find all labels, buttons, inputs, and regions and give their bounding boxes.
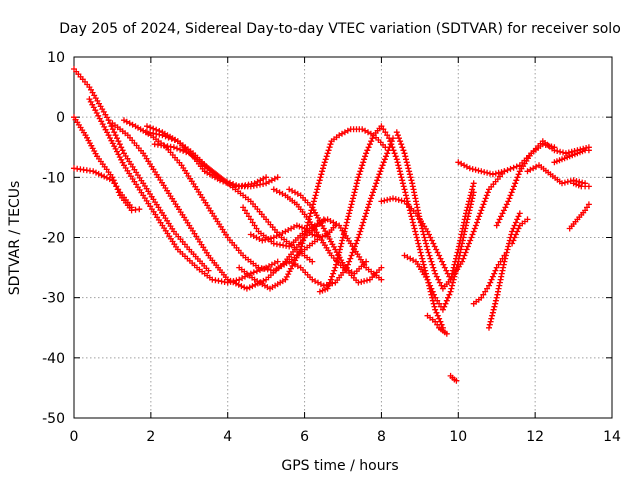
data-marker-track bbox=[393, 129, 477, 292]
y-tick-label: 0 bbox=[56, 110, 65, 126]
y-tick-label: -30 bbox=[42, 291, 65, 307]
series-track-21 bbox=[447, 372, 460, 384]
data-marker-track bbox=[493, 138, 592, 229]
y-axis-ticks: -50 -40 -30 -20 -10 0 10 bbox=[42, 50, 612, 427]
plot-frame bbox=[73, 56, 613, 419]
series-track-2 bbox=[71, 165, 135, 211]
x-axis-ticks: 0 2 4 6 8 10 12 14 bbox=[70, 57, 621, 445]
data-marker-track bbox=[71, 66, 212, 274]
x-tick-label: 10 bbox=[449, 429, 467, 445]
y-tick-label: -20 bbox=[42, 231, 65, 247]
series-track-18 bbox=[393, 129, 477, 292]
data-marker-track bbox=[71, 165, 135, 211]
data-marker-track bbox=[378, 168, 508, 283]
data-marker-track bbox=[570, 180, 592, 190]
series-track-17 bbox=[378, 168, 508, 283]
y-tick-label: 10 bbox=[47, 50, 65, 66]
data-marker-track bbox=[236, 126, 389, 292]
data-marker-track bbox=[424, 312, 450, 337]
series-track-22 bbox=[455, 141, 558, 178]
series-track-20 bbox=[424, 312, 450, 337]
series-track-3 bbox=[71, 66, 212, 274]
y-tick-label: -40 bbox=[42, 351, 65, 367]
series-track-27 bbox=[524, 162, 589, 187]
x-tick-label: 6 bbox=[300, 429, 309, 445]
series-track-14 bbox=[286, 135, 396, 289]
series-track-26 bbox=[509, 216, 531, 247]
x-tick-label: 4 bbox=[223, 429, 232, 445]
series-track-19 bbox=[401, 189, 477, 313]
data-marker-track bbox=[566, 201, 592, 232]
data-marker-track bbox=[524, 162, 589, 187]
x-tick-label: 8 bbox=[377, 429, 386, 445]
data-marker-track bbox=[286, 135, 396, 289]
data-marker-track bbox=[455, 141, 558, 178]
data-marker-track bbox=[509, 216, 531, 247]
series-track-15 bbox=[236, 126, 389, 292]
x-tick-label: 12 bbox=[526, 429, 544, 445]
series-track-30 bbox=[570, 180, 592, 190]
data-marker-track bbox=[486, 210, 523, 331]
x-tick-label: 2 bbox=[146, 429, 155, 445]
x-tick-label: 14 bbox=[603, 429, 621, 445]
series-track-24 bbox=[486, 210, 523, 331]
data-marker-track bbox=[401, 189, 477, 313]
y-tick-label: -50 bbox=[42, 411, 65, 427]
y-axis-title: SDTVAR / TECUs bbox=[7, 181, 23, 296]
data-points bbox=[71, 66, 592, 384]
series-track-25 bbox=[493, 138, 592, 229]
chart-title: Day 205 of 2024, Sidereal Day-to-day VTE… bbox=[59, 21, 621, 37]
x-axis-title: GPS time / hours bbox=[281, 458, 398, 474]
data-marker-track bbox=[447, 372, 460, 384]
series-track-28 bbox=[551, 147, 592, 166]
y-tick-label: -10 bbox=[42, 170, 65, 186]
data-marker-track bbox=[551, 147, 592, 166]
series-track-29 bbox=[566, 201, 592, 232]
x-tick-label: 0 bbox=[70, 429, 79, 445]
